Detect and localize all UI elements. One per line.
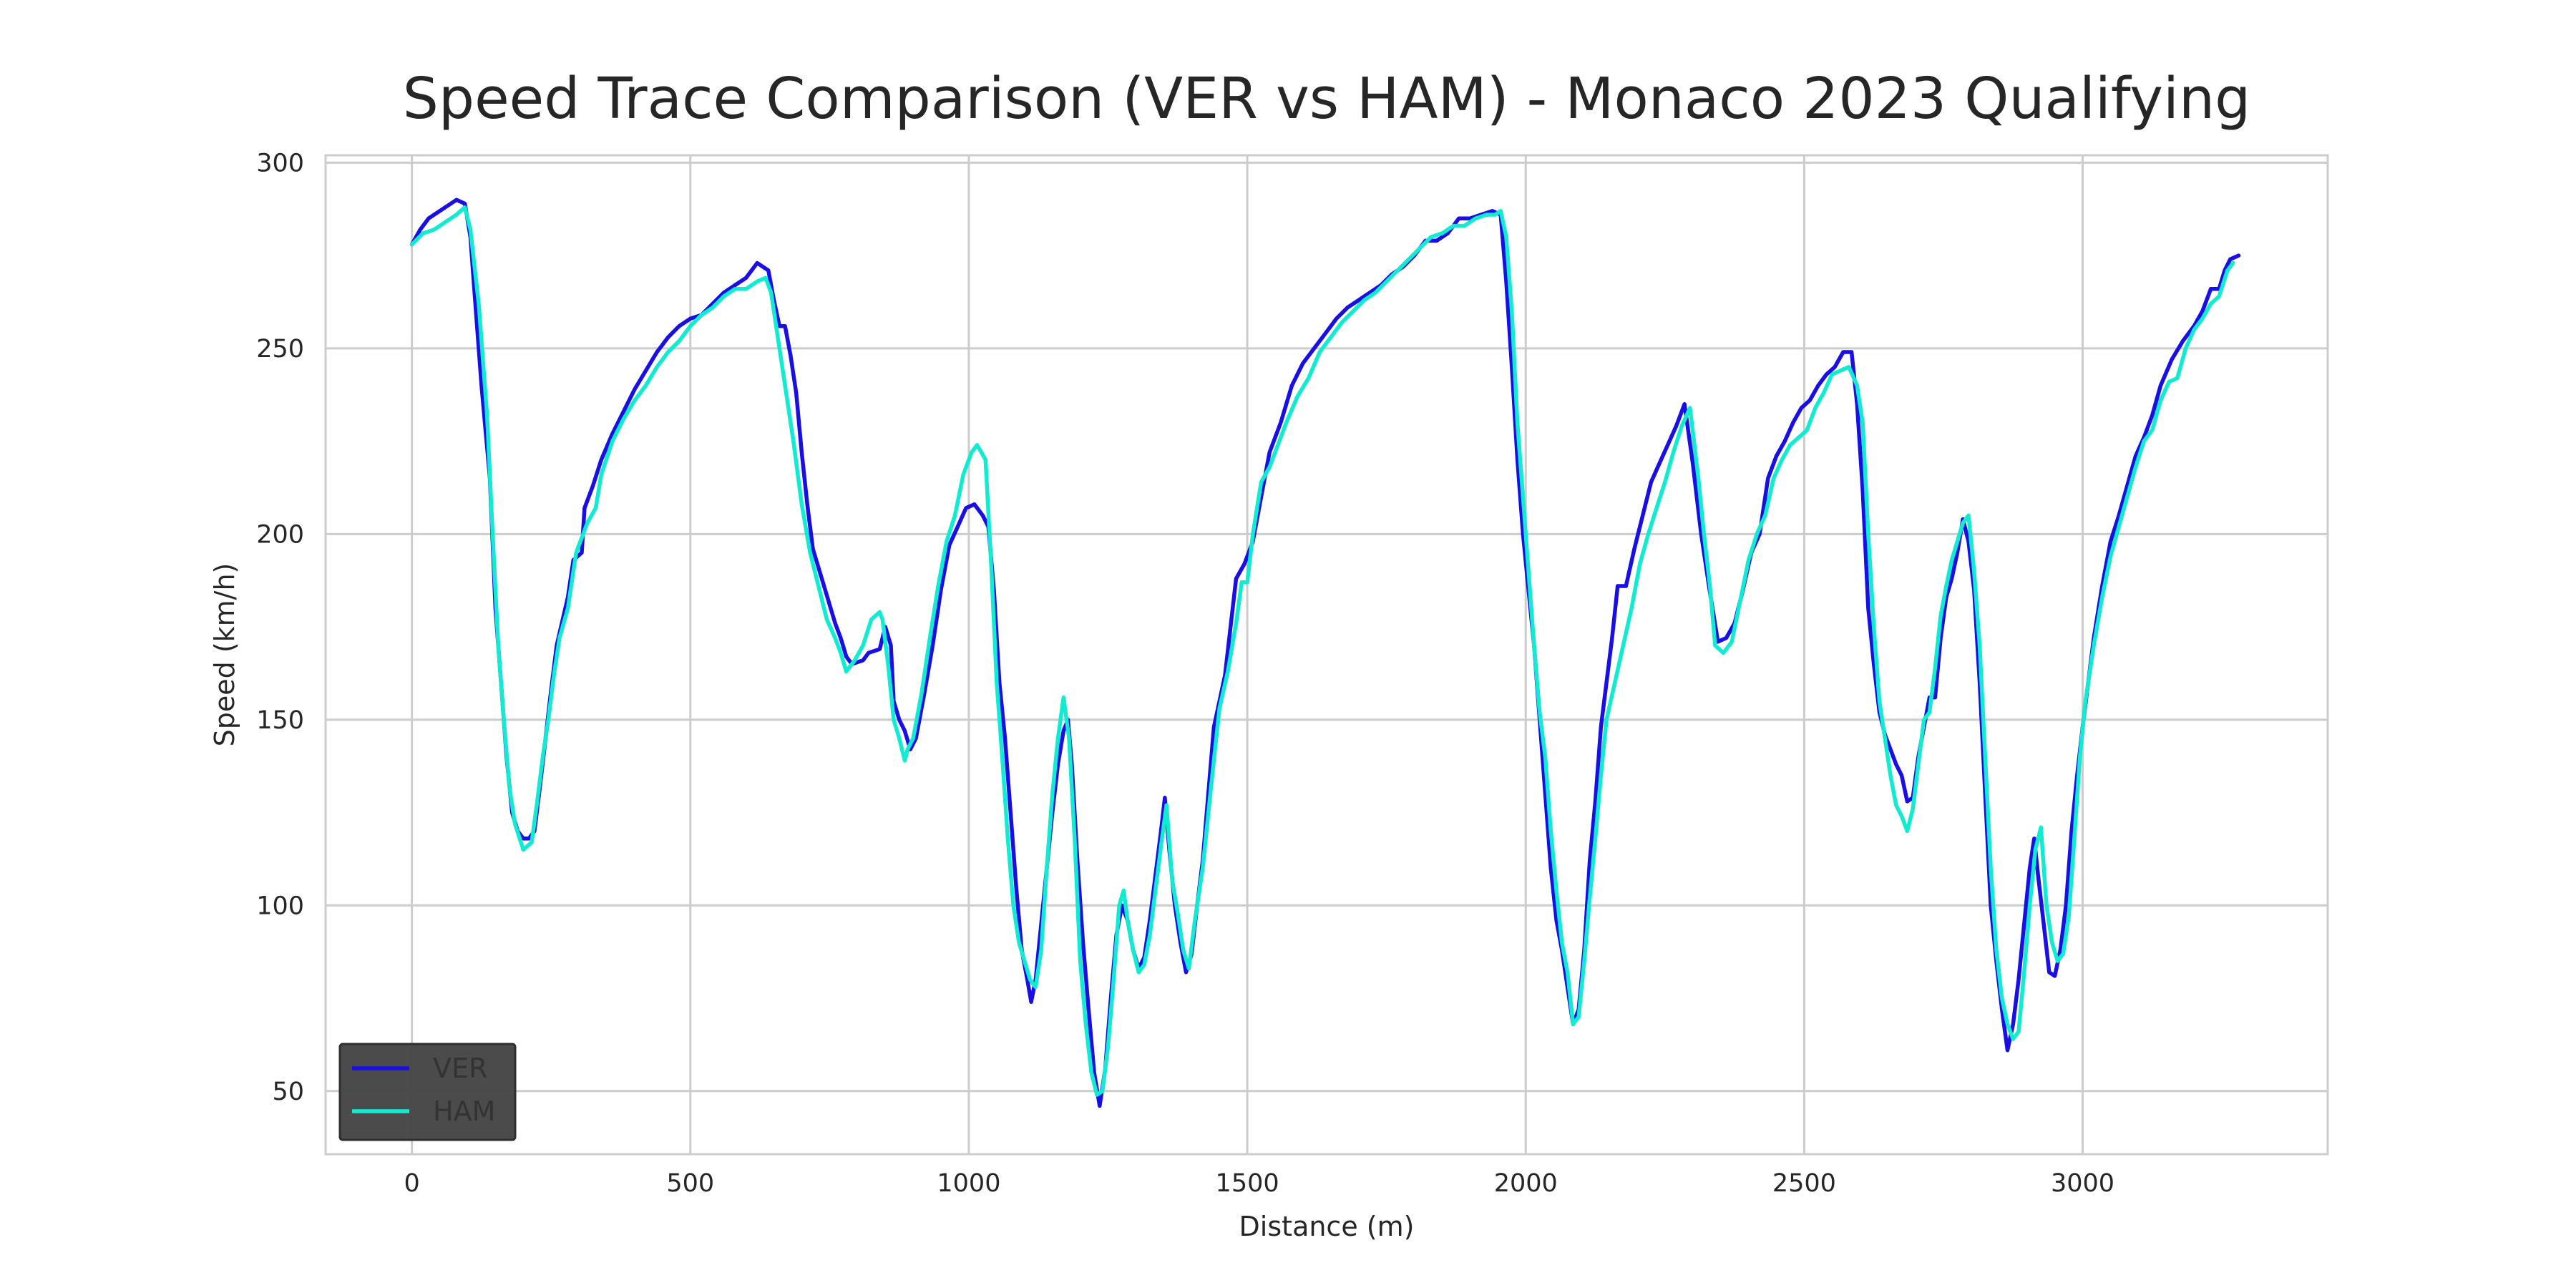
y-tick-label: 200 bbox=[256, 520, 304, 549]
y-tick-label: 150 bbox=[256, 706, 304, 735]
legend-label-ver: VER bbox=[433, 1053, 487, 1084]
y-tick-label: 250 bbox=[256, 335, 304, 364]
axis-ticks: 0 500 1000 1500 2000 2500 3000 50 100 150 200 250 30… bbox=[256, 149, 2114, 1198]
series-line-ver bbox=[409, 197, 2241, 1108]
x-tick-label: 2500 bbox=[1772, 1169, 1836, 1198]
x-axis-label: Distance (m) bbox=[1239, 1211, 1415, 1242]
legend: VER HAM bbox=[338, 1043, 517, 1141]
x-tick-label: 500 bbox=[666, 1169, 714, 1198]
x-tick-label: 2000 bbox=[1494, 1169, 1558, 1198]
y-axis-label: Speed (km/h) bbox=[209, 563, 240, 747]
plot-area bbox=[324, 154, 2329, 1156]
series-lines bbox=[409, 197, 2241, 1108]
y-tick-label: 300 bbox=[256, 149, 304, 177]
x-tick-label: 1000 bbox=[937, 1169, 1000, 1198]
y-tick-label: 50 bbox=[272, 1078, 304, 1106]
legend-label-ham: HAM bbox=[433, 1096, 495, 1127]
y-tick-label: 100 bbox=[256, 892, 304, 920]
x-tick-label: 0 bbox=[404, 1169, 419, 1198]
x-tick-label: 1500 bbox=[1216, 1169, 1279, 1198]
chart-title: Speed Trace Comparison (VER vs HAM) - Mo… bbox=[403, 66, 2250, 132]
plot-frame bbox=[324, 154, 2329, 1156]
x-tick-label: 3000 bbox=[2051, 1169, 2114, 1198]
series-line-ham bbox=[409, 205, 2235, 1097]
